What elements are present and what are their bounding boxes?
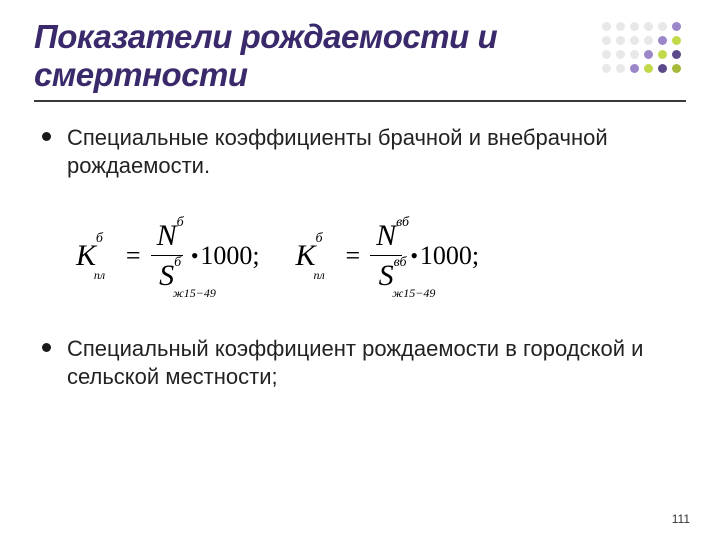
mult-2: 1000	[420, 241, 472, 271]
formula-2: Кбпл = Nвб Sвбж15−49 •1000;	[296, 216, 480, 295]
k2-sub: пл	[313, 268, 324, 283]
bullet-item-2: Специальный коэффициент рождаемости в го…	[34, 335, 686, 391]
bullet-text: Специальные коэффициенты брачной и внебр…	[67, 124, 686, 180]
bullet-icon	[42, 343, 51, 352]
bullet-item-1: Специальные коэффициенты брачной и внебр…	[34, 124, 686, 180]
s2-sub: ж15−49	[392, 286, 435, 302]
decorative-dot-grid	[602, 22, 686, 78]
s1-sup: б	[174, 254, 181, 272]
s2-sup: вб	[394, 254, 407, 272]
bullet-text: Специальный коэффициент рождаемости в го…	[67, 335, 686, 391]
k2-sup: б	[315, 231, 322, 247]
slide: Показатели рождаемости и смертности Спец…	[0, 0, 720, 540]
title-row: Показатели рождаемости и смертности	[34, 18, 686, 102]
k1-sub: пл	[94, 268, 105, 283]
page-number: 111	[672, 512, 690, 526]
k1-sup: б	[96, 231, 103, 247]
mult-1: 1000	[200, 241, 252, 271]
formula-1: Кбпл = Nб Sбж15−49 •1000;	[76, 216, 260, 295]
n1-sup: б	[177, 214, 184, 232]
slide-title: Показатели рождаемости и смертности	[34, 18, 590, 94]
formula-row: Кбпл = Nб Sбж15−49 •1000; Кбпл = Nвб Sвб…	[34, 204, 686, 335]
s1-sub: ж15−49	[173, 286, 216, 302]
bullet-icon	[42, 132, 51, 141]
n2-sup: вб	[396, 214, 409, 232]
